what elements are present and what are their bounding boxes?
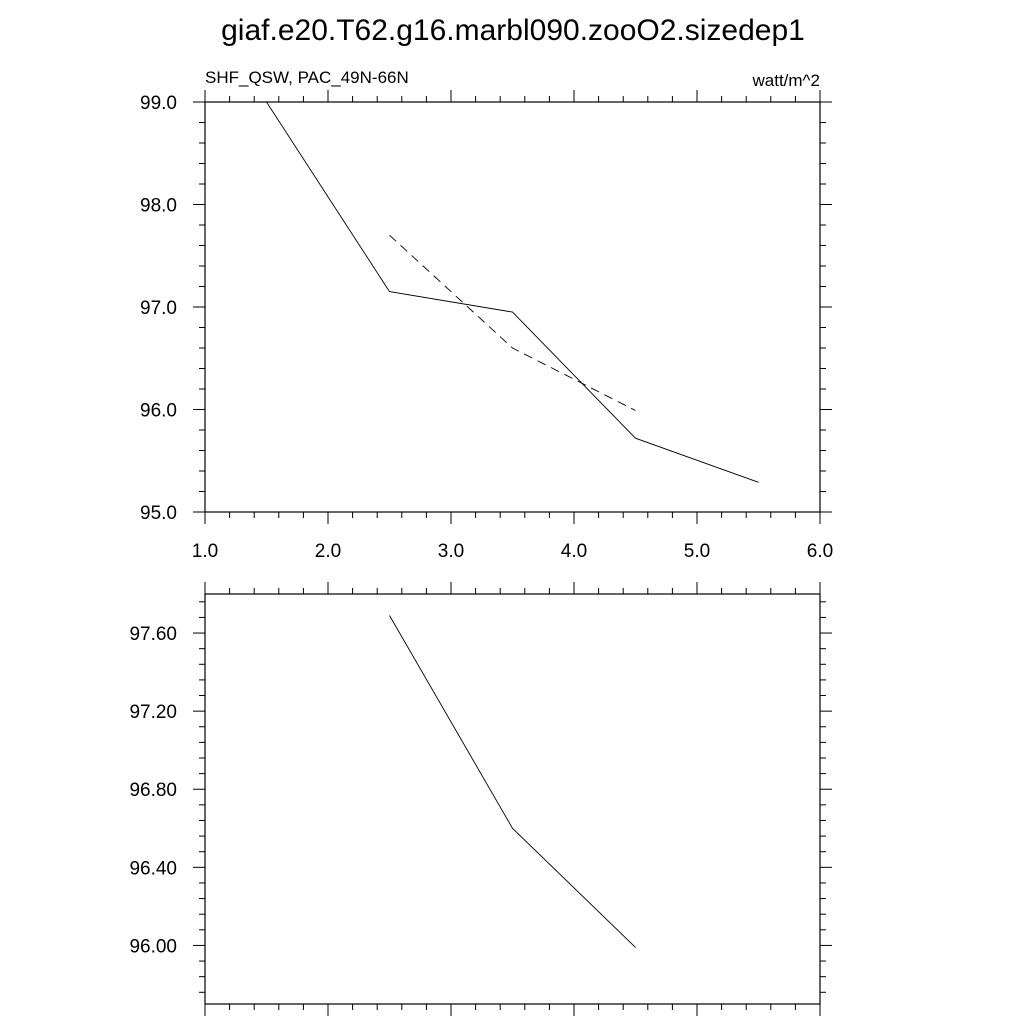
bottom-y-tick-label: 96.40: [129, 858, 177, 879]
top-panel: SHF_QSW, PAC_49N-66N watt/m^2 1.0 2.0 3.0 4…: [140, 68, 833, 562]
top-x-tick-label: 6.0: [807, 541, 833, 562]
bottom-y-tick-label: 97.60: [129, 624, 177, 645]
bottom-panel: 96.00 96.40 96.80 97.20 97.60: [129, 582, 832, 1016]
top-x-tick-label: 4.0: [561, 541, 587, 562]
units-label: watt/m^2: [752, 71, 821, 90]
top-plot-frame: [204, 101, 821, 513]
top-y-tick-label: 95.0: [140, 503, 177, 524]
bottom-y-tick-label: 97.20: [129, 702, 177, 723]
top-y-tick-label: 98.0: [140, 196, 177, 217]
bottom-y-tick-label: 96.80: [129, 780, 177, 801]
top-x-tick-label: 1.0: [192, 541, 218, 562]
top-y-tick-label: 96.0: [140, 401, 177, 422]
chart-title: giaf.e20.T62.g16.marbl090.zooO2.sizedep1: [221, 14, 805, 47]
bottom-plot-frame: [204, 593, 821, 1005]
top-y-tick-label: 99.0: [140, 93, 177, 114]
top-x-tick-label: 3.0: [438, 541, 464, 562]
bottom-series-line-solid: [389, 615, 636, 948]
bottom-y-tick-label: 96.00: [129, 936, 177, 957]
top-series-line-solid: [266, 101, 759, 483]
top-x-tick-label: 2.0: [315, 541, 341, 562]
top-series-line-dashed: [389, 234, 636, 411]
top-y-tick-label: 97.0: [140, 298, 177, 319]
top-x-tick-label: 5.0: [684, 541, 710, 562]
variable-region-label: SHF_QSW, PAC_49N-66N: [205, 68, 409, 87]
